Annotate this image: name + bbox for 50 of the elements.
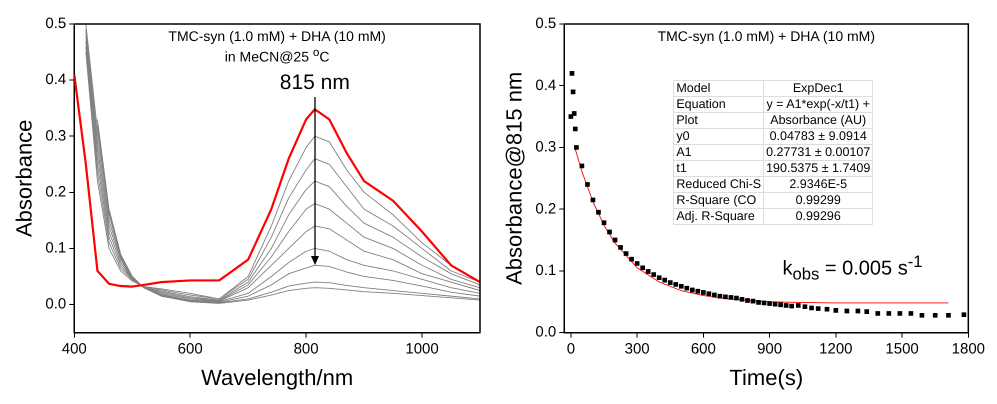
annotation: Model: [674, 80, 764, 96]
y-tick-label: 0.1: [45, 240, 66, 257]
annotation: 0.99296: [764, 208, 873, 224]
annotation: 190.5375 ± 1.7409: [764, 160, 873, 176]
annotation: 0.99299: [764, 192, 873, 208]
x-axis-title: Time(s): [729, 364, 804, 390]
chart-title: TMC-syn (1.0 mM) + DHA (10 mM): [167, 28, 387, 44]
y-tick-label: 0.4: [535, 76, 556, 94]
text: in MeCN@25 $^{o}$C: [224, 46, 330, 65]
annotation: Plot: [674, 112, 764, 128]
x-tick-label: 1800: [952, 340, 986, 358]
y-tick-label: 0.0: [535, 324, 556, 341]
x-tick-label: 1500: [885, 340, 919, 358]
annotation: y0: [674, 128, 764, 144]
y-tick-label: 0.4: [45, 71, 66, 88]
annotation: ExpDec1: [764, 80, 873, 96]
y-tick-label: 0.2: [45, 183, 66, 200]
annotation: 815 nm: [278, 71, 351, 96]
annotation: A1: [674, 144, 764, 160]
x-tick-label: 0: [566, 340, 576, 358]
y-tick-label: 0.5: [45, 15, 66, 32]
y-tick-label: 0.2: [535, 200, 556, 218]
x-tick-label: 600: [178, 340, 203, 358]
annotation: 2.9346E-5: [764, 176, 873, 192]
chart-title: TMC-syn (1.0 mM) + DHA (10 mM): [656, 28, 876, 44]
x-tick-label: 800: [294, 340, 319, 358]
annotation: k$_{obs}$ = 0.005 s$^{-1}$: [782, 252, 923, 286]
annotation: Reduced Chi-S: [674, 176, 764, 192]
y-tick-label: 0.3: [535, 138, 556, 156]
annotation: R-Square (CO: [674, 192, 764, 208]
x-tick-label: 1000: [405, 340, 439, 358]
x-tick-label: 300: [624, 340, 650, 358]
x-tick-label: 1200: [819, 340, 853, 358]
x-tick-label: 600: [690, 340, 716, 358]
annotation: t1: [674, 160, 764, 176]
annotation: Absorbance (AU): [764, 112, 873, 128]
y-tick-label: 0.5: [535, 15, 556, 32]
annotation: Adj. R-Square: [674, 208, 764, 224]
y-axis-title: Absorbance@815 nm: [501, 72, 526, 285]
annotation: Equation: [674, 96, 764, 112]
x-axis-title: Wavelength/nm: [201, 364, 354, 390]
x-tick-label: 400: [62, 340, 87, 358]
y-tick-label: 0.3: [45, 127, 66, 144]
x-tick-label: 900: [757, 340, 782, 358]
annotation: y = A1*exp(-x/t1) +: [764, 96, 873, 112]
y-tick-label: 0.1: [535, 262, 556, 280]
y-axis-title: Absorbance: [11, 120, 36, 238]
annotation: 0.27731 ± 0.00107: [764, 144, 873, 160]
y-tick-label: 0.0: [45, 296, 66, 313]
annotation: 0.04783 ± 9.0914: [764, 128, 873, 144]
